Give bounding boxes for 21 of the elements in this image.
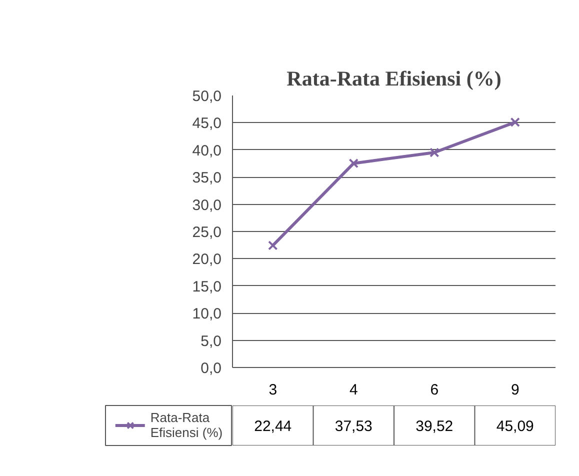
y-tick-label: 50,0 [192,88,222,105]
y-tick-label: 10,0 [192,306,222,323]
y-tick-label: 30,0 [192,196,222,214]
y-tick-label: 25,0 [192,224,222,241]
chart-title: Rata-Rata Efisiensi (%) [286,66,502,90]
x-tick-label: 4 [349,382,358,398]
data-label: 45,09 [496,418,534,435]
legend-label: Rata-Rata Efisiensi (%) [150,410,223,440]
data-label: 22,44 [254,418,292,435]
y-tick-label: 20,0 [192,251,222,268]
data-label: 37,53 [334,418,372,435]
y-tick-label: 35,0 [192,170,222,187]
x-tick-label: 9 [510,382,520,398]
y-tick-label: 40,0 [192,142,222,160]
x-tick-label: 6 [430,382,439,398]
data-label: 39,52 [416,418,454,435]
y-tick-label: 5,0 [200,332,222,350]
y-tick-label: 15,0 [192,278,222,296]
x-tick-label: 3 [268,382,278,398]
y-tick-label: 45,0 [192,115,222,132]
y-tick-label: 0,0 [200,360,222,377]
